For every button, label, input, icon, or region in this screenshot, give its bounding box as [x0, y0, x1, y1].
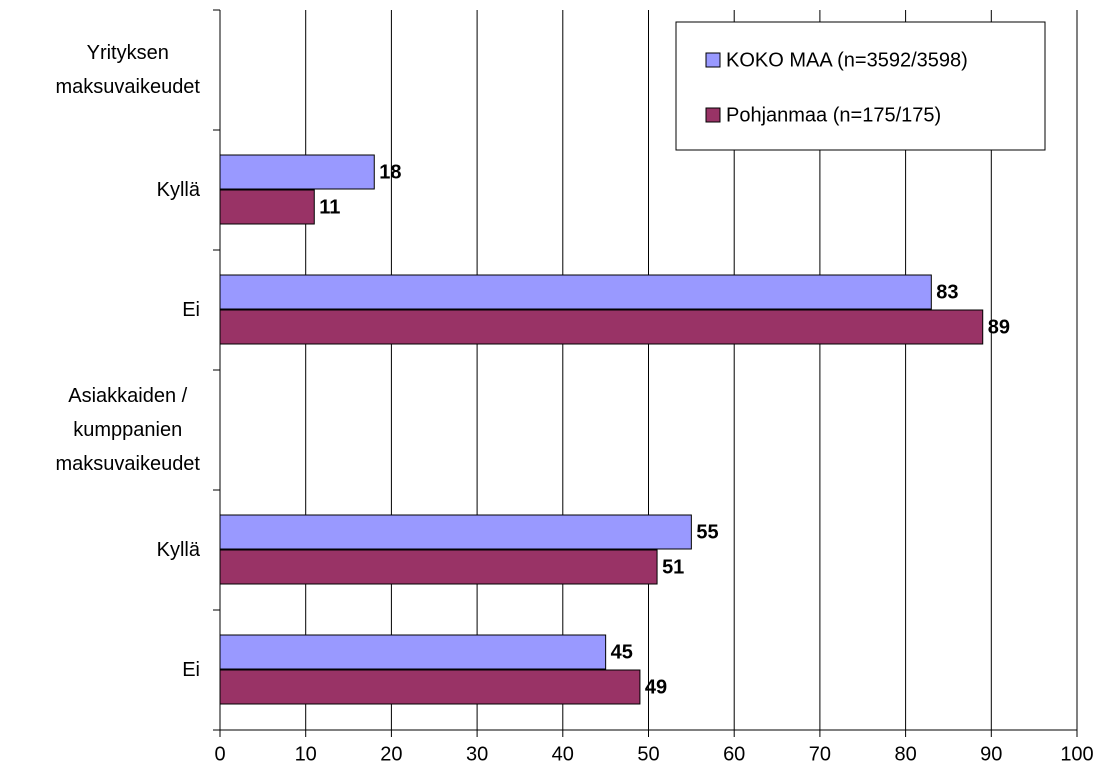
data-label: 45 [611, 641, 633, 663]
y-tick-label: Ei [182, 299, 200, 321]
data-label: 51 [662, 556, 684, 578]
x-tick-label: 80 [894, 743, 916, 765]
x-tick-label: 40 [552, 743, 574, 765]
bar [219, 669, 641, 705]
x-tick-label: 0 [214, 743, 225, 765]
y-tick-label: Kyllä [156, 179, 200, 201]
bar [219, 154, 375, 190]
x-tick-label: 30 [466, 743, 488, 765]
data-label: 55 [696, 521, 718, 543]
data-label: 83 [936, 281, 958, 303]
data-label: 11 [319, 196, 340, 218]
x-tick-label: 60 [723, 743, 745, 765]
x-tick-label: 100 [1060, 743, 1093, 765]
legend-label: KOKO MAA (n=3592/3598) [726, 49, 968, 71]
legend-swatch [705, 52, 721, 68]
y-tick-label: Ei [182, 659, 200, 681]
data-label: 49 [645, 676, 667, 698]
bar [219, 274, 932, 310]
bar [219, 634, 607, 670]
x-tick-label: 70 [809, 743, 831, 765]
bar [219, 309, 984, 345]
legend-label: Pohjanmaa (n=175/175) [726, 104, 941, 126]
y-tick-label: Kyllä [156, 539, 200, 561]
bar [219, 549, 658, 585]
x-tick-label: 50 [637, 743, 659, 765]
x-tick-label: 90 [980, 743, 1002, 765]
data-label: 18 [379, 161, 401, 183]
y-tick-label: Asiakkaiden / kumppanien maksuvaikeudet [55, 385, 200, 475]
x-tick-label: 10 [295, 743, 317, 765]
y-tick-label: Yrityksen maksuvaikeudet [55, 42, 200, 98]
bar [219, 514, 692, 550]
legend-swatch [705, 107, 721, 123]
legend-box [675, 21, 1046, 151]
bar [219, 189, 315, 225]
x-tick-label: 20 [380, 743, 402, 765]
data-label: 89 [988, 316, 1010, 338]
